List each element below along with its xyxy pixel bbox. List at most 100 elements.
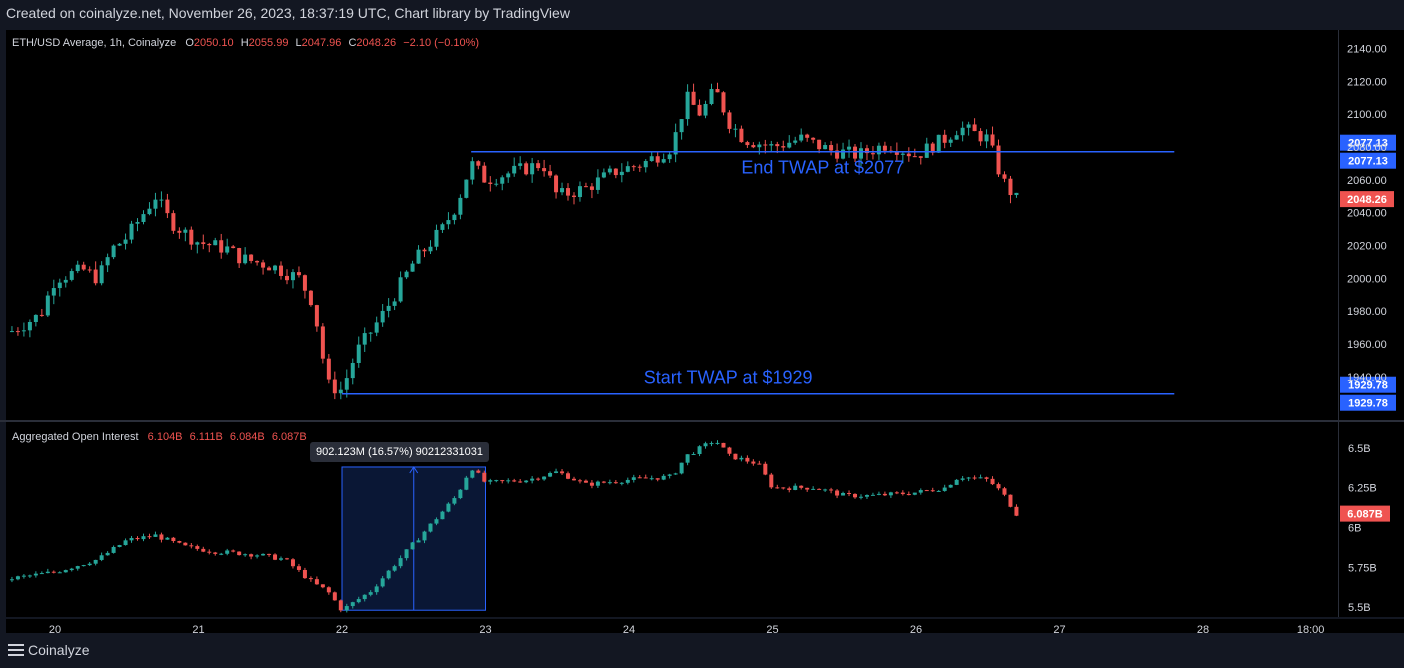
price-candle <box>703 103 708 116</box>
measure-tooltip: 902.123M (16.57%) 90212331031 <box>310 442 489 462</box>
twap-badge-text-1b: 1929.78 <box>1348 398 1388 410</box>
price-candle <box>482 165 487 183</box>
price-tick-label: 2020.00 <box>1347 241 1387 253</box>
oi-candle <box>548 472 553 477</box>
oi-candle <box>45 571 50 574</box>
price-candle <box>673 132 678 155</box>
price-candle <box>829 145 834 151</box>
price-candle <box>458 197 463 215</box>
price-tick-label: 2040.00 <box>1347 208 1387 220</box>
low-value: 2047.96 <box>301 37 342 49</box>
oi-candle <box>870 494 875 496</box>
oi-candle <box>936 490 941 492</box>
open-interest-panel[interactable] <box>6 422 1338 617</box>
oi-candle <box>542 476 547 480</box>
twap-badge-0b <box>1340 152 1396 169</box>
price-chart-panel[interactable] <box>6 30 1338 420</box>
oi-candle <box>894 492 899 494</box>
oi-candle <box>924 490 929 492</box>
oi-candle <box>344 606 349 611</box>
price-axis[interactable] <box>1338 30 1404 420</box>
price-candle <box>876 145 881 155</box>
price-candle <box>470 161 475 180</box>
brand-label[interactable]: Coinalyze <box>28 642 90 658</box>
price-candle <box>864 148 869 154</box>
pane-separator[interactable] <box>0 420 1404 422</box>
oi-candle <box>864 495 869 497</box>
oi-candle <box>225 550 230 554</box>
oi-candle <box>147 536 152 538</box>
oi-candle <box>392 566 397 571</box>
oi-candle <box>350 602 355 607</box>
oi-candle <box>900 492 905 495</box>
oi-candle <box>290 559 295 567</box>
oi-candle <box>930 490 935 492</box>
price-candle <box>87 269 92 271</box>
oi-candle <box>123 540 128 546</box>
price-tick-label: 1980.00 <box>1347 306 1387 318</box>
price-candle <box>805 134 810 138</box>
symbol-label: ETH/USD Average, 1h, Coinalyze <box>12 37 177 49</box>
price-candle <box>75 264 80 272</box>
price-candle <box>117 243 122 246</box>
oi-candle <box>153 534 158 537</box>
oi-candle <box>207 551 212 553</box>
price-candle <box>290 272 295 281</box>
oi-high-value: 6.111B <box>189 431 223 443</box>
price-candle <box>631 166 636 168</box>
oi-candle <box>249 554 254 557</box>
price-candle <box>619 171 624 176</box>
price-candle <box>416 249 421 264</box>
oi-candle <box>829 489 834 491</box>
price-candle <box>518 163 523 166</box>
price-candle <box>488 182 493 184</box>
oi-candle <box>536 478 541 480</box>
price-candle <box>261 262 266 268</box>
oi-candle <box>33 573 38 576</box>
price-candle <box>368 332 373 334</box>
price-candle <box>428 246 433 252</box>
oi-candle <box>81 565 86 567</box>
price-candle <box>183 229 188 233</box>
oi-candle <box>733 453 738 460</box>
price-candle <box>817 139 822 150</box>
oi-candle <box>332 592 337 601</box>
oi-candle <box>775 487 780 489</box>
measure-arrow-head <box>409 466 419 474</box>
price-candle <box>15 331 20 333</box>
price-candle <box>476 161 481 166</box>
hamburger-menu-icon[interactable] <box>8 644 24 656</box>
price-candle <box>99 265 104 284</box>
price-candle <box>404 271 409 278</box>
price-candle <box>326 358 331 380</box>
oi-candle <box>314 579 319 585</box>
price-candle <box>661 159 666 163</box>
oi-tick-label: 6.5B <box>1348 443 1371 455</box>
oi-last-badge-text: 6.087B <box>1347 509 1383 521</box>
price-candle <box>123 239 128 244</box>
oi-candle <box>482 472 487 482</box>
oi-candle <box>643 477 648 479</box>
price-candle <box>219 240 224 253</box>
price-candle <box>823 145 828 150</box>
price-tick-label: 1960.00 <box>1347 339 1387 351</box>
price-candle <box>685 91 690 120</box>
price-candle <box>978 131 983 142</box>
price-candle <box>870 153 875 155</box>
twap-badge-text-0b: 2077.13 <box>1348 156 1388 168</box>
price-candle <box>607 168 612 173</box>
oi-candle <box>793 485 798 490</box>
price-candle <box>1014 192 1019 196</box>
oi-candle <box>201 548 206 552</box>
oi-candle <box>518 481 523 483</box>
oi-candle <box>129 538 134 541</box>
oi-candle <box>57 572 62 574</box>
oi-candle <box>577 480 582 482</box>
oi-candle <box>296 566 301 570</box>
twap-badge-0a <box>1340 134 1396 151</box>
close-key: C <box>348 37 357 49</box>
oi-candle <box>440 511 445 520</box>
time-axis[interactable] <box>6 619 1404 633</box>
price-candle <box>679 119 684 133</box>
oi-candle <box>302 569 307 579</box>
